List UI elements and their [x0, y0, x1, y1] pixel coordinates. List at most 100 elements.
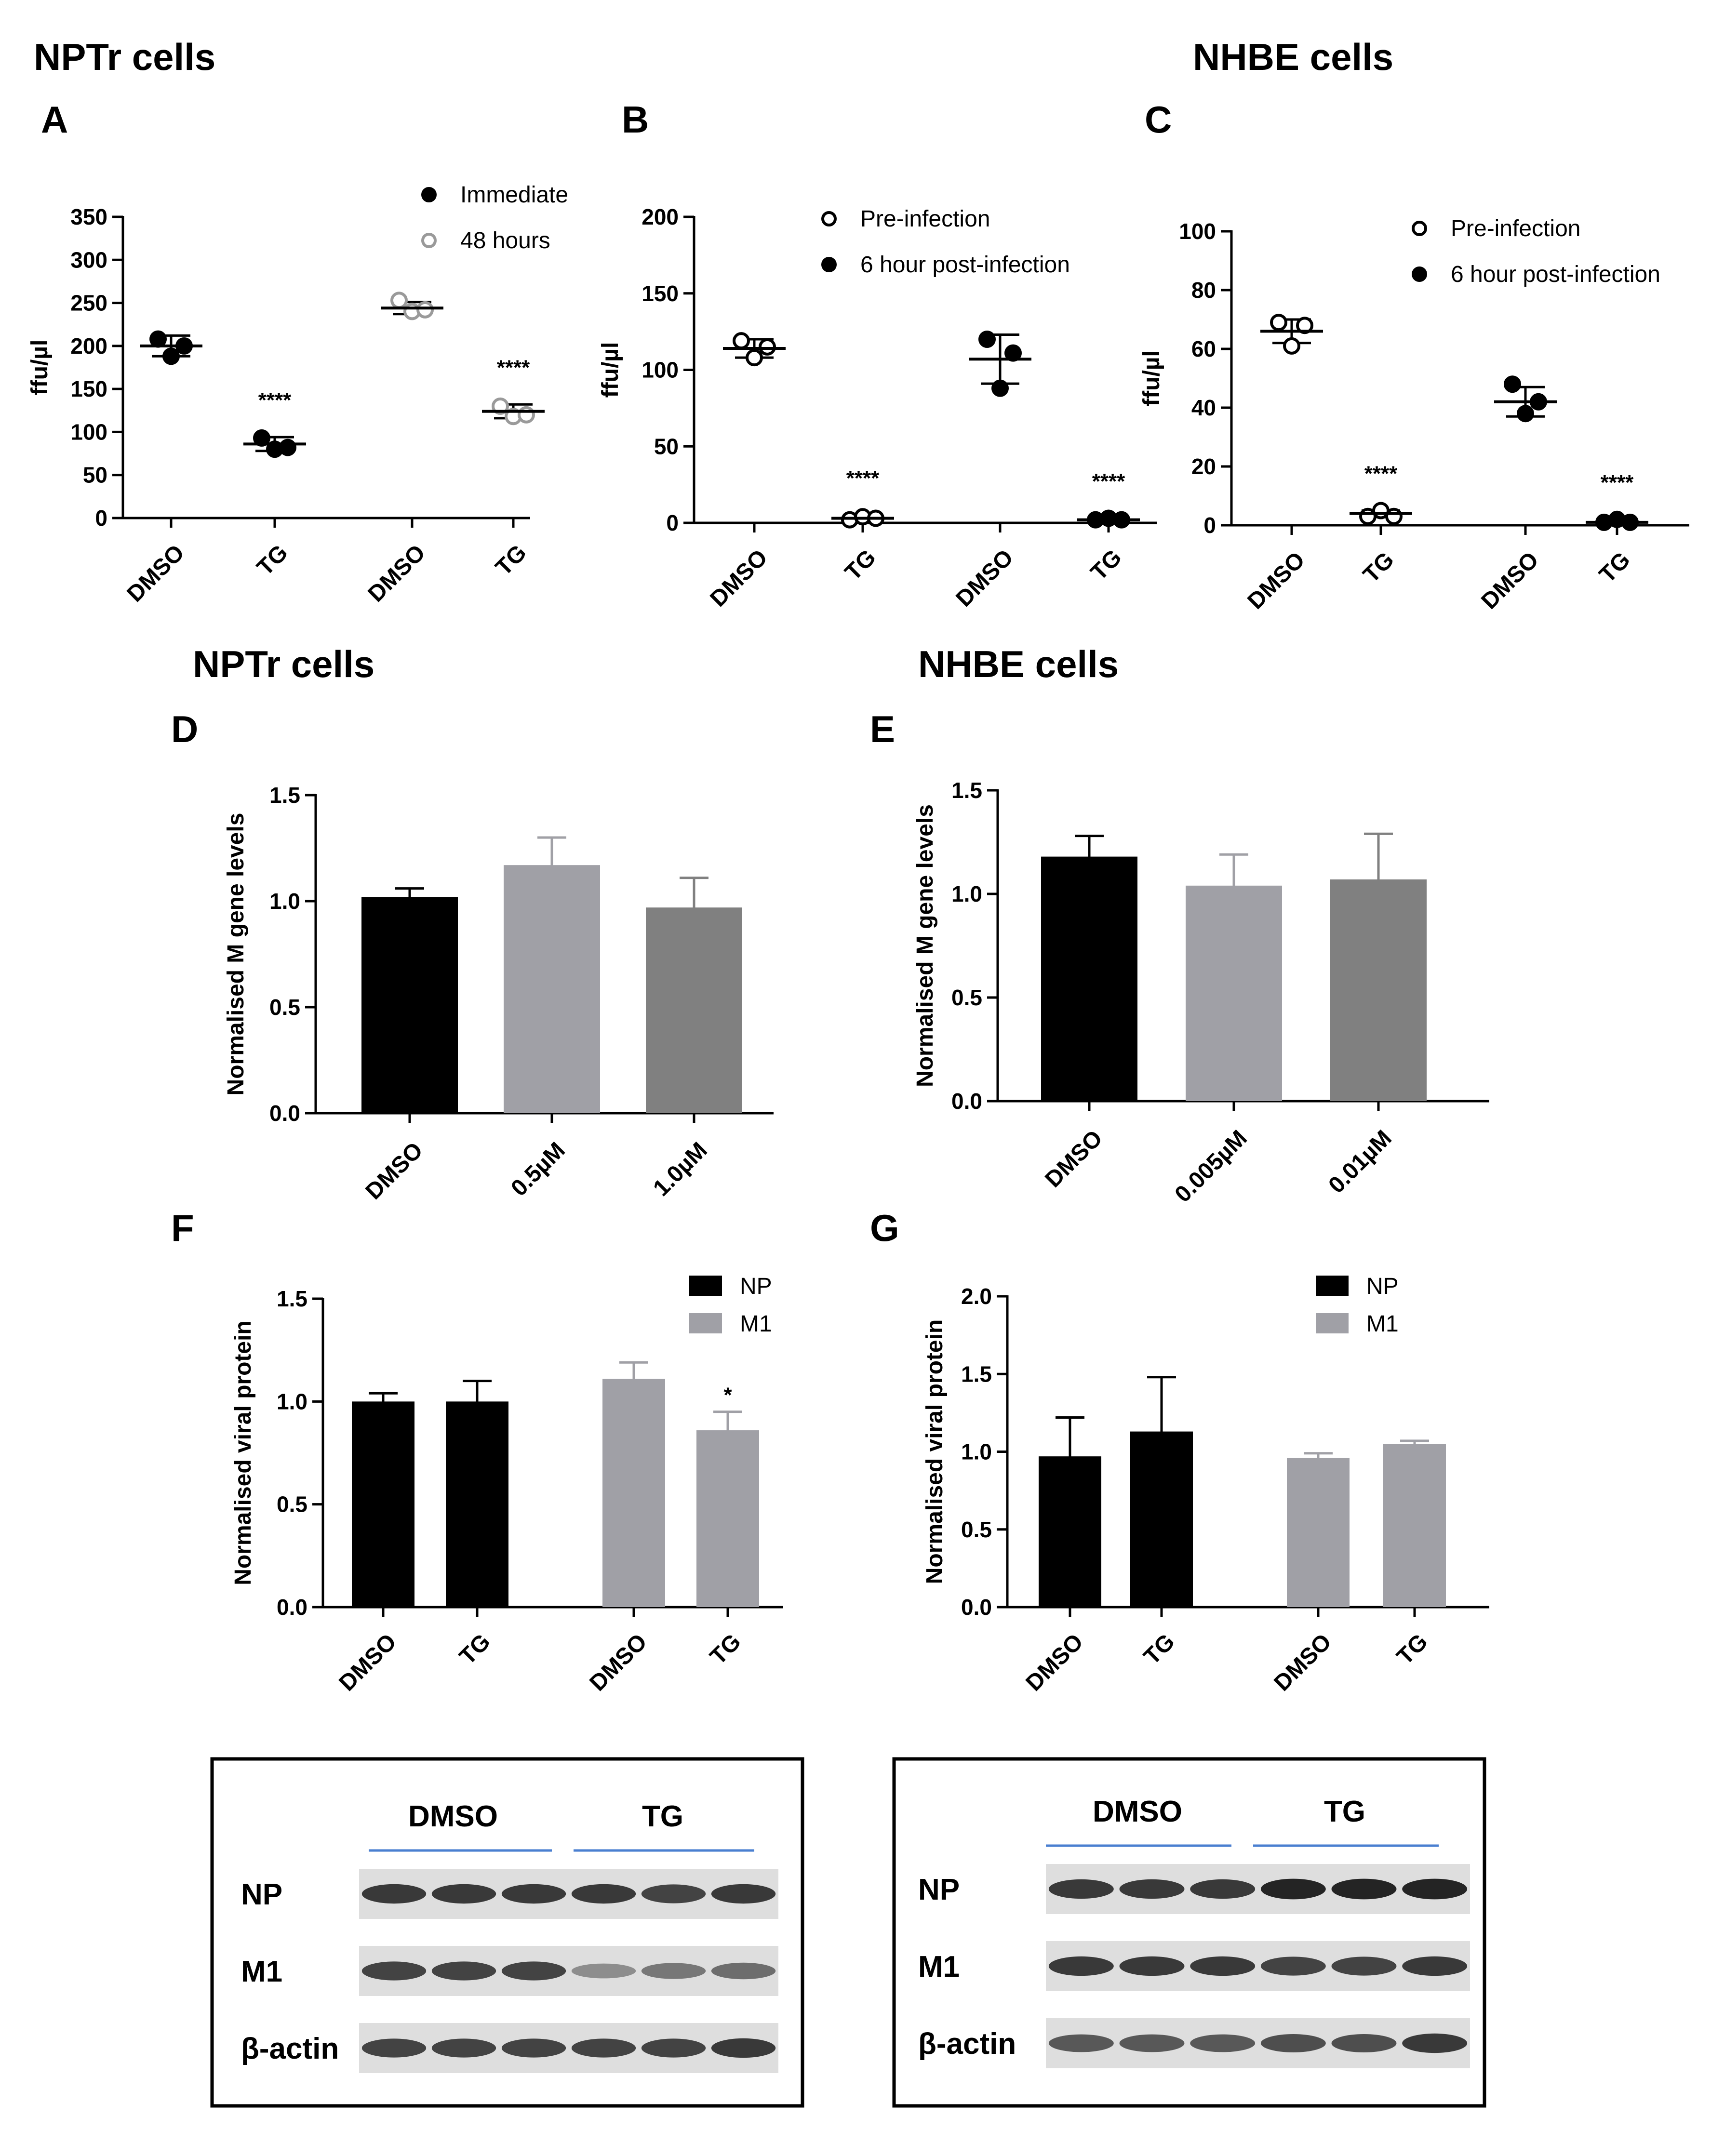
data-point: [759, 338, 776, 356]
blot-band: [431, 1884, 496, 1904]
blot-band: [571, 2038, 636, 2058]
y-axis-label: Normalised M gene levels: [223, 813, 249, 1096]
blot-band: [361, 2038, 427, 2058]
y-tick-label: 200: [642, 204, 679, 229]
header-mid-left: NPTr cells: [193, 643, 374, 685]
panel-e: E 0.0 0.5 1.0 1.5 Normalised M gene levels DMS…: [870, 708, 1489, 1208]
blot-band: [1119, 1956, 1185, 1976]
data-point: [518, 406, 535, 424]
significance-label: ****: [497, 356, 530, 379]
blot-band: [361, 1961, 427, 1981]
legend-label: NP: [740, 1274, 772, 1299]
blot-band: [361, 1884, 427, 1904]
y-tick-label: 0: [666, 510, 679, 535]
legend-label: 6 hour post-infection: [860, 252, 1070, 278]
blot-band: [1048, 2034, 1114, 2052]
legend-label: NP: [1366, 1274, 1399, 1299]
x-tick-label: 0.5µM: [506, 1137, 570, 1201]
blot-strip: [359, 2023, 778, 2073]
blot-band: [641, 2038, 706, 2058]
legend-label: Immediate: [460, 182, 568, 208]
blot-band: [1331, 2034, 1397, 2052]
panel-a: A 0 50 100 150 200 250 300 350 ffu/µl DMSO TG DMSO TG…: [27, 98, 568, 607]
data-point: [733, 332, 750, 350]
bar: [1130, 1431, 1193, 1607]
blot-strip: [1046, 2018, 1470, 2068]
x-tick-label: TG: [1139, 1629, 1180, 1670]
bar: [602, 1379, 665, 1607]
blot-band: [571, 1884, 636, 1904]
data-point: [149, 330, 167, 348]
significance-label: ****: [258, 388, 292, 412]
y-tick-label: 2.0: [961, 1284, 992, 1309]
legend-marker: [421, 233, 437, 248]
bar: [446, 1401, 508, 1607]
western-blot-2: DMSO TG NP M1 β-actin: [892, 1757, 1486, 2108]
x-tick-label: TG: [491, 540, 532, 581]
blot-band: [1402, 2033, 1468, 2053]
legend-label: M1: [740, 1311, 772, 1337]
bar: [361, 897, 458, 1113]
legend-label: Pre-infection: [860, 206, 990, 232]
x-tick-label: DMSO: [1021, 1629, 1088, 1696]
header-mid-right: NHBE cells: [918, 643, 1119, 685]
blot-band: [1048, 1879, 1114, 1899]
blots-layer: DMSO TG NP M1 β-actin DMSO TG NP M1 β-actin: [210, 1757, 1486, 2108]
x-tick-label: TG: [1392, 1629, 1433, 1670]
y-tick-label: 1.0: [269, 889, 300, 914]
blot-band: [1331, 1956, 1397, 1976]
y-axis-label: ffu/µl: [598, 342, 623, 398]
x-tick-label: DMSO: [1476, 547, 1543, 614]
blot-band: [431, 1961, 496, 1981]
y-tick-label: 50: [83, 463, 107, 488]
y-tick-label: 0.0: [277, 1595, 307, 1620]
data-point: [162, 347, 180, 365]
x-tick-label: TG: [1594, 547, 1635, 588]
y-tick-label: 80: [1191, 278, 1216, 303]
blot-group-label: TG: [1324, 1795, 1365, 1828]
legend-swatch: [1316, 1313, 1349, 1333]
legend-label: M1: [1366, 1311, 1399, 1337]
y-tick-label: 0.5: [961, 1517, 992, 1542]
y-tick-label: 350: [70, 204, 107, 229]
legend-swatch: [1316, 1276, 1349, 1296]
bar: [1330, 879, 1427, 1101]
x-tick-label: TG: [840, 545, 881, 586]
blot-group-label: TG: [642, 1800, 683, 1833]
data-point: [390, 292, 408, 309]
significance-label: ****: [1601, 471, 1634, 494]
y-tick-label: 1.0: [951, 881, 982, 906]
data-point: [416, 301, 434, 319]
y-axis-label: ffu/µl: [27, 340, 53, 396]
x-tick-label: DMSO: [1040, 1125, 1107, 1192]
x-tick-label: TG: [705, 1629, 746, 1670]
y-tick-label: 0.0: [961, 1595, 992, 1620]
y-tick-label: 1.5: [951, 778, 982, 803]
y-tick-label: 0.5: [951, 985, 982, 1010]
y-tick-label: 200: [70, 333, 107, 359]
x-tick-label: 0.005µM: [1170, 1125, 1252, 1207]
blot-strip: [359, 1869, 778, 1919]
blot-band: [641, 1884, 706, 1903]
panel-label-g: G: [870, 1207, 899, 1249]
panel-label-b: B: [622, 98, 649, 141]
bar: [1039, 1456, 1101, 1607]
legend-swatch: [689, 1276, 722, 1296]
y-tick-label: 1.5: [269, 783, 300, 808]
blot-band: [1260, 1878, 1326, 1900]
bar: [504, 865, 600, 1113]
blot-row-label: β-actin: [918, 2027, 1016, 2061]
y-tick-label: 100: [70, 419, 107, 444]
bar: [646, 907, 742, 1113]
blot-band: [1402, 1878, 1468, 1900]
x-tick-label: DMSO: [363, 540, 430, 607]
data-point: [492, 397, 509, 415]
legend-label: 6 hour post-infection: [1451, 262, 1660, 287]
blot-band: [1048, 1956, 1114, 1976]
y-tick-label: 0: [1203, 513, 1216, 538]
panel-label-d: D: [171, 708, 198, 750]
blot-band: [711, 1962, 776, 1980]
y-tick-label: 1.5: [277, 1286, 307, 1311]
